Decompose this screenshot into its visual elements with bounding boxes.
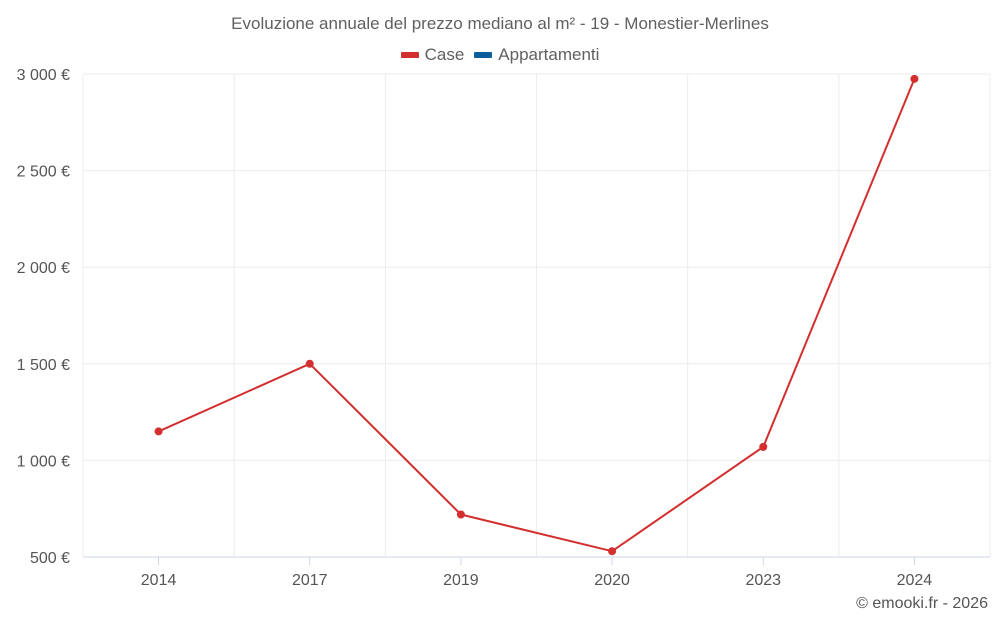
chart-title: Evoluzione annuale del prezzo mediano al… bbox=[231, 14, 769, 33]
data-point bbox=[910, 74, 919, 83]
series-line-case bbox=[158, 78, 916, 553]
legend-item-appartamenti[interactable]: Appartamenti bbox=[474, 45, 599, 65]
y-tick-label: 3 000 € bbox=[17, 67, 70, 84]
legend-label-case: Case bbox=[424, 45, 465, 64]
credit: © emooki.fr - 2026 bbox=[856, 595, 988, 612]
legend-label-appartamenti: Appartamenti bbox=[498, 45, 600, 64]
grid bbox=[82, 73, 991, 557]
series-layer bbox=[154, 74, 919, 556]
x-tick-label: 2017 bbox=[292, 572, 328, 589]
y-tick-label: 500 € bbox=[30, 550, 70, 567]
data-point bbox=[608, 547, 617, 556]
legend-item-case[interactable]: Case bbox=[400, 45, 465, 65]
y-tick-label: 2 000 € bbox=[17, 260, 70, 277]
y-tick-label: 1 000 € bbox=[17, 453, 70, 470]
y-tick-label: 2 500 € bbox=[17, 164, 70, 181]
y-tick-label: 1 500 € bbox=[17, 357, 70, 374]
x-tick-label: 2023 bbox=[745, 572, 781, 589]
x-tick-label: 2024 bbox=[897, 572, 933, 589]
x-tick-label: 2020 bbox=[594, 572, 630, 589]
x-tick-label: 2014 bbox=[141, 572, 177, 589]
legend-swatch-case bbox=[400, 52, 419, 58]
y-axis: 500 € 1 000 € 1 500 € 2 000 € 2 500 € 3 000 € bbox=[17, 67, 70, 567]
data-point bbox=[759, 442, 768, 451]
legend-swatch-appartamenti bbox=[474, 52, 493, 58]
data-point bbox=[456, 510, 465, 519]
x-tick-label: 2019 bbox=[443, 572, 479, 589]
data-point bbox=[154, 427, 163, 436]
legend: Case Appartamenti bbox=[0, 45, 1000, 65]
data-point bbox=[305, 359, 314, 368]
x-axis: 2014 2017 2019 2020 2023 2024 bbox=[83, 556, 990, 589]
